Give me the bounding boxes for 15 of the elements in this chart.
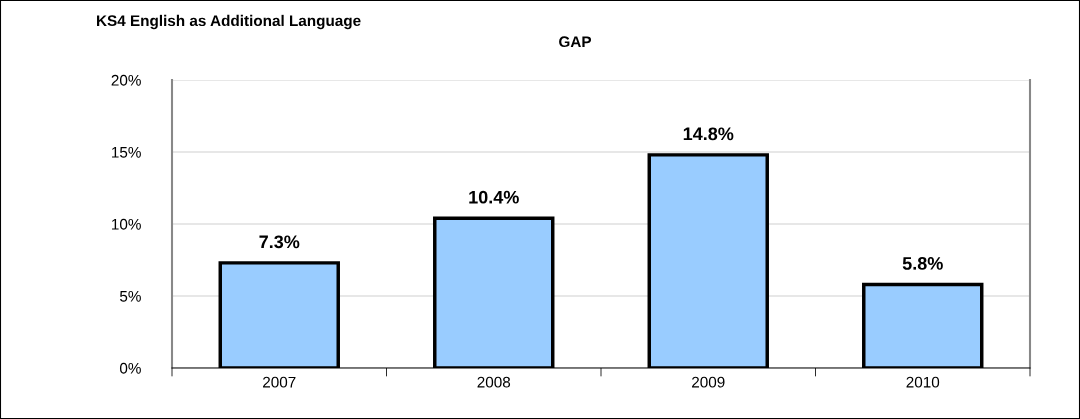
x-tick-label: 2007 bbox=[263, 376, 296, 388]
x-tick-label: 2008 bbox=[477, 376, 511, 388]
data-label: 10.4% bbox=[469, 190, 519, 204]
x-tick-label: 2009 bbox=[692, 376, 725, 388]
y-tick-label: 10% bbox=[112, 218, 141, 230]
chart-subtitle: GAP bbox=[559, 36, 592, 48]
y-tick-label: 15% bbox=[112, 146, 141, 158]
data-label: 5.8% bbox=[902, 257, 943, 270]
y-tick-label: 0% bbox=[119, 362, 141, 374]
chart-title: KS4 English as Additional Language bbox=[97, 14, 361, 30]
y-tick-label: 5% bbox=[119, 290, 141, 302]
data-label: 14.8% bbox=[683, 127, 734, 141]
data-label: 7.3% bbox=[259, 235, 300, 249]
y-tick-label: 20% bbox=[111, 74, 141, 86]
x-tick-label: 2010 bbox=[906, 376, 940, 388]
